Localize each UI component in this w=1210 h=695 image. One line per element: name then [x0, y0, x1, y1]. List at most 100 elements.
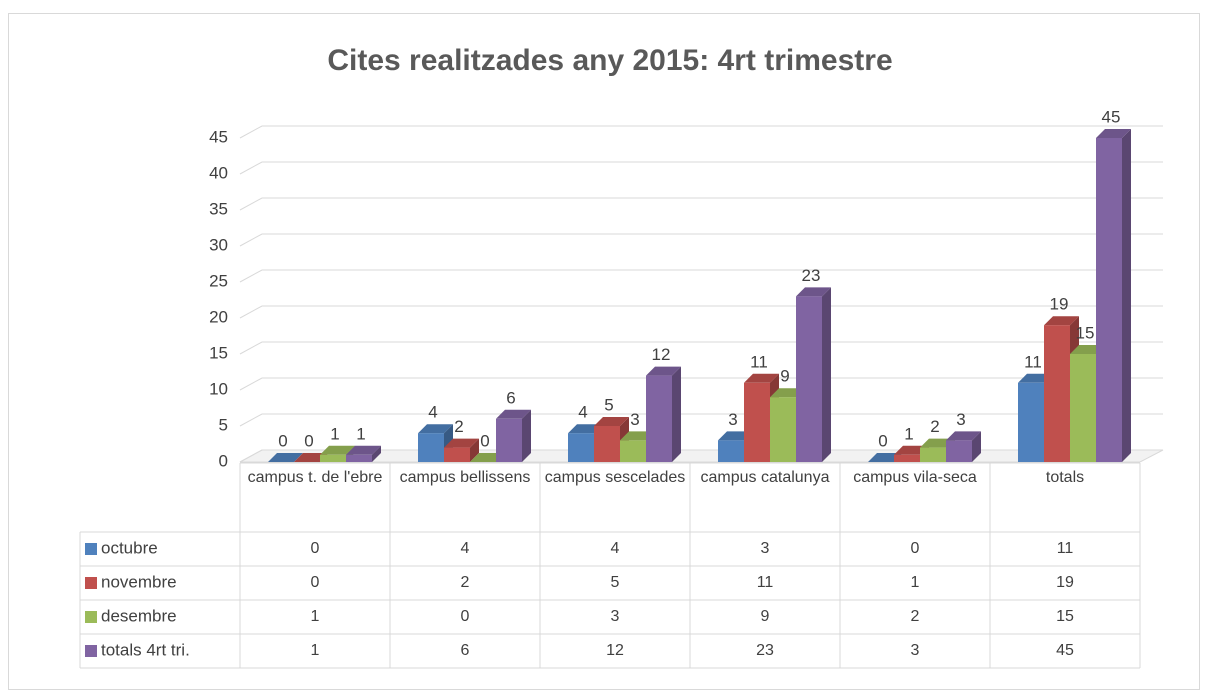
table-value: 23	[756, 642, 774, 659]
table-value: 5	[611, 574, 620, 591]
table-value: 9	[761, 608, 770, 625]
table-value: 2	[911, 608, 920, 625]
bar	[744, 382, 770, 462]
x-tick-label: campus vila-seca	[853, 469, 977, 486]
bar	[594, 426, 620, 462]
legend-label: totals 4rt tri.	[101, 640, 190, 659]
bar-top	[418, 424, 453, 434]
bar	[1044, 325, 1070, 462]
data-label: 2	[930, 417, 939, 436]
bar	[894, 454, 920, 462]
bar	[444, 447, 470, 462]
bar-side	[972, 431, 981, 462]
y-tick-label: 45	[209, 127, 228, 146]
category-cell: campus bellissens	[400, 469, 531, 486]
data-label: 11	[750, 352, 768, 371]
grid-line	[239, 305, 1163, 319]
category-cell: campus catalunya	[701, 469, 830, 486]
legend-label: octubre	[101, 538, 158, 557]
bar-side	[522, 409, 531, 462]
category-cell: campus sescelades	[544, 469, 686, 486]
y-tick-label: 0	[219, 451, 228, 470]
category-cell: campus vila-seca	[853, 469, 977, 486]
table-value: 45	[1056, 642, 1074, 659]
x-tick-label: campus sescelades	[544, 469, 686, 486]
bar-top	[346, 445, 381, 455]
table-value: 3	[911, 642, 920, 659]
bar-top	[744, 373, 779, 383]
grid-line	[239, 269, 1163, 283]
data-label: 5	[604, 395, 613, 414]
table-value: 3	[611, 608, 620, 625]
bar-top	[268, 453, 303, 462]
grid-line	[239, 125, 1163, 139]
data-label: 23	[802, 266, 821, 285]
data-label: 11	[1024, 352, 1042, 371]
grid-line	[239, 449, 1163, 463]
bar	[770, 397, 796, 462]
data-label: 0	[278, 431, 287, 450]
data-label: 4	[578, 403, 587, 422]
data-label: 15	[1076, 323, 1095, 342]
bar-side	[672, 366, 681, 462]
table-value: 3	[761, 540, 770, 557]
bar	[1018, 382, 1044, 462]
table-value: 11	[757, 574, 774, 591]
bar	[1070, 354, 1096, 462]
legend-key	[85, 543, 97, 555]
chart-title: Cites realitzades any 2015: 4rt trimestr…	[327, 44, 892, 77]
table-value: 0	[461, 608, 470, 625]
bar-top	[594, 417, 629, 426]
bar	[320, 454, 346, 462]
table-value: 19	[1056, 574, 1074, 591]
grid-line	[239, 197, 1163, 211]
legend-key	[85, 645, 97, 657]
table-value: 6	[461, 642, 470, 659]
data-label: 45	[1102, 107, 1121, 126]
table-value: 0	[311, 574, 320, 591]
grid-line	[239, 413, 1163, 427]
data-label: 6	[506, 388, 515, 407]
bar	[718, 440, 744, 462]
bar	[920, 447, 946, 462]
legend-label: desembre	[101, 606, 177, 625]
bar	[418, 433, 444, 462]
y-tick-label: 40	[209, 163, 228, 182]
legend-key	[85, 577, 97, 589]
table-value: 4	[461, 540, 470, 557]
table-value: 4	[611, 540, 620, 557]
data-label: 3	[630, 410, 639, 429]
grid-line	[239, 161, 1163, 175]
bar-side	[822, 287, 831, 462]
data-label: 4	[428, 403, 437, 422]
bar-top	[946, 431, 981, 441]
y-tick-label: 15	[209, 343, 228, 362]
bar-top	[646, 366, 681, 376]
bar-side	[470, 438, 479, 462]
data-label: 3	[728, 410, 737, 429]
x-tick-label: totals	[1045, 469, 1085, 486]
table-value: 1	[911, 574, 920, 591]
data-label: 0	[480, 431, 489, 450]
bar	[620, 440, 646, 462]
grid-line	[239, 377, 1163, 391]
table-value: 2	[461, 574, 470, 591]
bar-top	[444, 438, 479, 448]
bar	[346, 454, 372, 462]
y-tick-label: 30	[209, 235, 228, 254]
bar	[568, 433, 594, 462]
y-tick-label: 25	[209, 271, 228, 290]
table-value: 1	[311, 608, 320, 625]
grid-line	[239, 233, 1163, 247]
grid-line	[239, 341, 1163, 355]
bar	[646, 375, 672, 462]
y-tick-label: 35	[209, 199, 228, 218]
bar-side	[372, 445, 381, 462]
bar-top	[1044, 316, 1079, 326]
legend-key	[85, 611, 97, 623]
bar-side	[1122, 129, 1131, 462]
bar	[1096, 138, 1122, 462]
chart-border	[8, 13, 1200, 690]
table-value: 11	[1057, 540, 1074, 557]
